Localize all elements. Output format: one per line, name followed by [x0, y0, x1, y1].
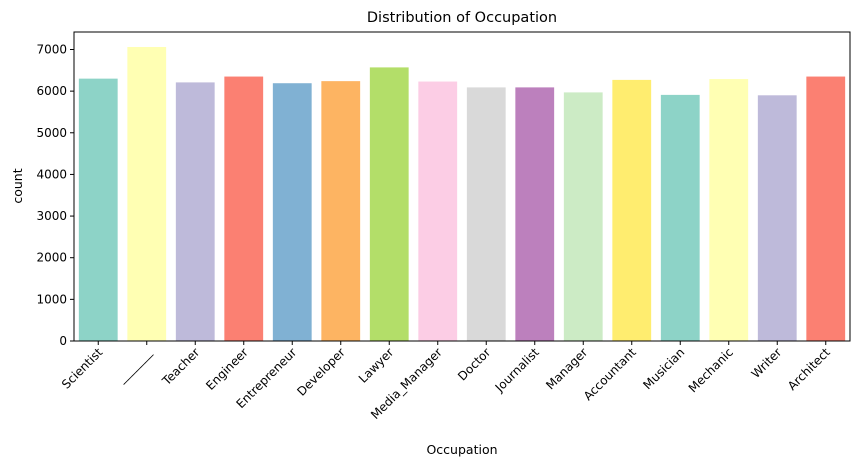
x-tick-label: Architect	[785, 345, 833, 393]
bar-2	[175, 82, 215, 341]
y-tick-label: 1000	[36, 292, 67, 306]
x-axis: Scientist _______ Teacher EngineerEntrepren…	[59, 341, 833, 422]
bar-14	[757, 95, 797, 341]
y-tick-label: 3000	[36, 209, 67, 223]
x-tick-label: Developer	[294, 345, 348, 399]
x-tick-label: Manager	[543, 345, 590, 392]
y-tick-label: 2000	[36, 251, 67, 265]
bar-10	[563, 92, 603, 341]
x-tick-label: Musician	[640, 345, 687, 392]
bar-4	[272, 83, 312, 341]
bar-15	[806, 76, 846, 341]
x-tick-label: Scientist	[59, 345, 106, 392]
y-tick-label: 5000	[36, 126, 67, 140]
bar-3	[224, 76, 264, 341]
x-tick-label: Mechanic	[686, 345, 736, 395]
y-tick-label: 6000	[36, 84, 67, 98]
x-tick-label: _______	[114, 345, 155, 386]
bar-1	[127, 46, 167, 341]
bars-group	[78, 46, 846, 341]
y-tick-label: 0	[59, 334, 67, 348]
bar-13	[709, 79, 749, 341]
bar-0	[78, 78, 118, 341]
bar-12	[660, 94, 700, 341]
x-tick-label: Teacher	[159, 345, 203, 389]
bar-7	[418, 81, 458, 341]
bar-11	[612, 79, 652, 341]
y-axis-label: count	[10, 168, 25, 203]
y-axis: 0 1000 2000 3000 4000 5000 6000 7000	[36, 42, 74, 348]
bar-8	[466, 87, 506, 341]
plot-frame	[73, 31, 851, 342]
x-tick-label: Lawyer	[356, 345, 397, 386]
x-axis-label: Occupation	[426, 442, 497, 457]
y-tick-label: 7000	[36, 42, 67, 56]
chart-title: Distribution of Occupation	[367, 10, 557, 26]
bar-9	[515, 87, 555, 341]
x-tick-label: Accountant	[581, 345, 639, 403]
x-tick-label: Doctor	[455, 345, 493, 383]
bar-5	[321, 81, 361, 341]
x-tick-label: Engineer	[203, 345, 251, 393]
y-tick-label: 4000	[36, 167, 67, 181]
x-tick-label: Journalist	[492, 345, 542, 395]
bar-6	[369, 67, 409, 341]
x-tick-label: Writer	[749, 345, 785, 381]
